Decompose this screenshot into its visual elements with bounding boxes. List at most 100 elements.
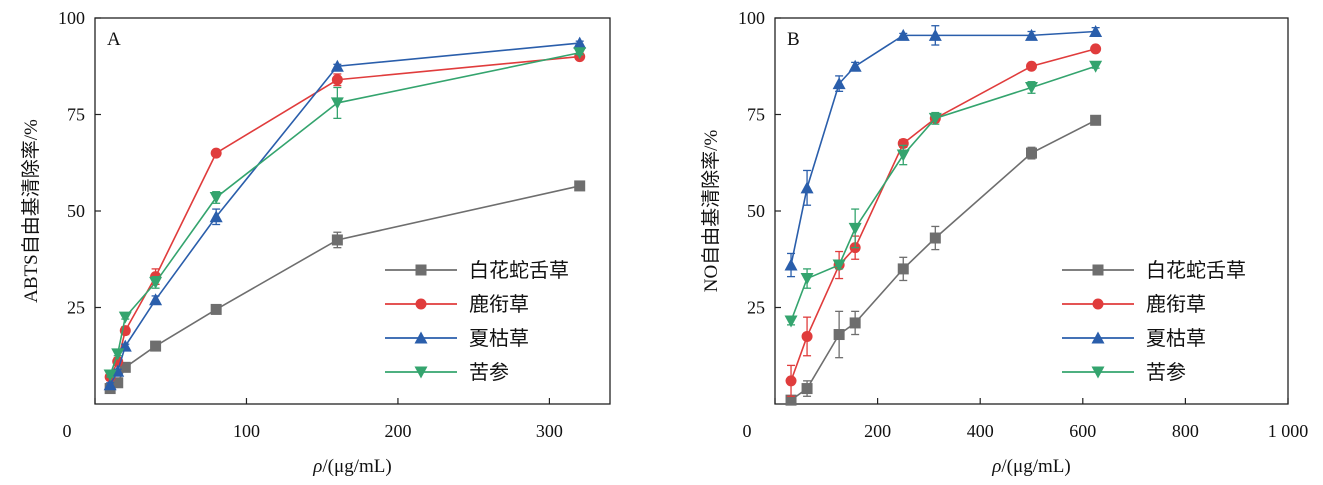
legend-marker bbox=[1091, 366, 1105, 379]
y-tick-label: 25 bbox=[747, 298, 765, 318]
chart-panel-a: 100 200 300 0 25 50 75 100 ρ/(μg/mL) ABTS自由基清除率/%… bbox=[20, 8, 611, 477]
x-axis-label-symbol: ρ bbox=[991, 456, 1001, 477]
data-point bbox=[149, 293, 163, 306]
data-point bbox=[1025, 28, 1038, 41]
legend-marker bbox=[415, 264, 427, 276]
x-axis-label: ρ/(μg/mL) bbox=[312, 456, 391, 477]
series-3 bbox=[784, 25, 1103, 278]
data-point bbox=[111, 348, 125, 361]
data-point bbox=[118, 311, 132, 324]
series-line bbox=[790, 65, 1096, 322]
series-4 bbox=[103, 47, 587, 382]
panel-label: B bbox=[787, 29, 800, 50]
data-point bbox=[573, 36, 587, 49]
data-point bbox=[832, 259, 846, 272]
x-tick-label: 600 bbox=[1069, 421, 1096, 441]
x-tick-label: 0 bbox=[743, 421, 752, 441]
data-point bbox=[330, 97, 344, 110]
x-axis-label-symbol: ρ bbox=[312, 456, 322, 477]
data-point bbox=[210, 147, 222, 159]
series-3 bbox=[103, 36, 587, 391]
y-tick-label: 25 bbox=[67, 298, 85, 318]
panel-label: A bbox=[107, 29, 121, 50]
data-point bbox=[897, 263, 909, 275]
legend-label: 苦参 bbox=[469, 360, 509, 384]
data-point bbox=[1089, 60, 1103, 73]
data-point bbox=[833, 329, 845, 341]
legend-marker bbox=[415, 298, 427, 310]
x-tick-label: 400 bbox=[967, 421, 994, 441]
data-point bbox=[1025, 81, 1038, 94]
data-point bbox=[848, 59, 862, 72]
legend-label: 鹿衔草 bbox=[1146, 292, 1206, 316]
data-point bbox=[896, 149, 910, 162]
series-1 bbox=[104, 180, 586, 395]
data-point bbox=[149, 276, 163, 289]
data-point bbox=[574, 180, 586, 192]
legend-marker bbox=[1091, 331, 1105, 344]
legend-label: 白花蛇舌草 bbox=[1146, 258, 1246, 282]
data-point bbox=[1090, 114, 1102, 126]
data-point bbox=[784, 315, 798, 328]
x-tick-label: 1 000 bbox=[1268, 421, 1309, 441]
data-point bbox=[150, 340, 162, 352]
data-point bbox=[801, 330, 813, 342]
x-tick-label: 200 bbox=[864, 421, 891, 441]
data-point bbox=[210, 303, 222, 315]
y-tick-label: 50 bbox=[67, 201, 85, 221]
legend-marker bbox=[1092, 298, 1104, 310]
data-point bbox=[103, 369, 117, 382]
legend-marker bbox=[414, 331, 428, 344]
data-point bbox=[784, 258, 798, 271]
data-point bbox=[209, 210, 223, 223]
x-tick-label: 0 bbox=[63, 421, 72, 441]
plot-frame bbox=[94, 17, 611, 405]
series-line bbox=[790, 119, 1096, 401]
series-line bbox=[109, 185, 580, 390]
chart-panel-b: 200 400 600 800 1 000 0 25 50 75 100 ρ/(μg/mL) NO自由… bbox=[700, 8, 1308, 477]
legend-marker bbox=[414, 366, 428, 379]
legend-label: 鹿衔草 bbox=[469, 292, 529, 316]
x-axis-label-unit: /(μg/mL) bbox=[1001, 456, 1070, 477]
data-point bbox=[111, 364, 125, 377]
data-point bbox=[209, 191, 223, 204]
legend-label: 夏枯草 bbox=[469, 326, 529, 350]
legend-label: 苦参 bbox=[1146, 360, 1186, 384]
y-tick-label: 50 bbox=[747, 201, 765, 221]
x-axis-label-unit: /(μg/mL) bbox=[322, 456, 391, 477]
y-tick-label: 100 bbox=[738, 8, 765, 28]
data-point bbox=[832, 77, 846, 90]
data-point bbox=[785, 394, 797, 406]
data-point bbox=[1089, 25, 1103, 38]
series-2 bbox=[785, 43, 1102, 397]
data-point bbox=[573, 47, 587, 60]
x-axis-label: ρ/(μg/mL) bbox=[991, 456, 1070, 477]
series-line bbox=[790, 48, 1096, 382]
data-point bbox=[1026, 60, 1037, 72]
y-tick-label: 75 bbox=[67, 105, 85, 125]
legend-label: 夏枯草 bbox=[1146, 326, 1206, 350]
y-axis-label: ABTS自由基清除率/% bbox=[20, 119, 42, 303]
data-point bbox=[897, 137, 909, 149]
x-tick-label: 100 bbox=[233, 421, 260, 441]
data-point bbox=[112, 377, 124, 389]
data-point bbox=[1026, 147, 1037, 159]
data-point bbox=[785, 375, 797, 387]
data-point bbox=[928, 112, 942, 125]
x-tick-label: 800 bbox=[1172, 421, 1199, 441]
y-axis-label: NO自由基清除率/% bbox=[700, 130, 722, 293]
data-point bbox=[331, 74, 343, 86]
legend-label: 白花蛇舌草 bbox=[469, 258, 569, 282]
y-tick-label: 75 bbox=[747, 105, 765, 125]
plot-frame bbox=[774, 17, 1289, 405]
data-point bbox=[103, 378, 117, 391]
y-tick-label: 100 bbox=[58, 8, 85, 28]
x-tick-label: 200 bbox=[384, 421, 411, 441]
series-1 bbox=[785, 114, 1102, 406]
data-point bbox=[849, 317, 861, 329]
data-point bbox=[896, 28, 910, 41]
series-line bbox=[790, 30, 1096, 266]
